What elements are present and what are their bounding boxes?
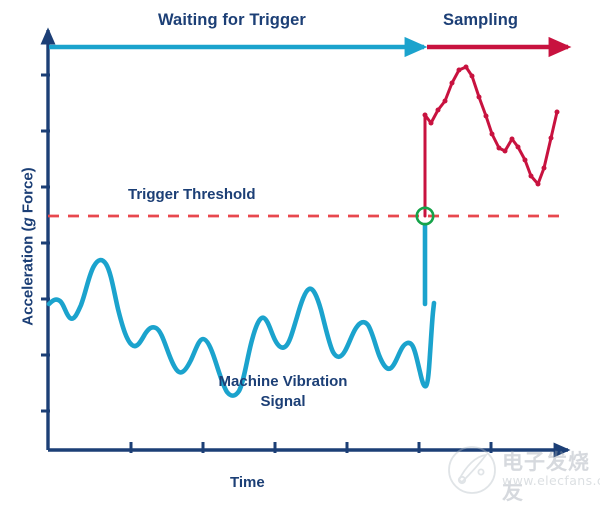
sampled-data-points bbox=[422, 64, 560, 187]
x-axis-ticks bbox=[129, 442, 493, 453]
x-axis-label: Time bbox=[230, 474, 265, 491]
axes-group bbox=[40, 27, 571, 458]
trigger-threshold-label: Trigger Threshold bbox=[128, 186, 256, 203]
y-axis-label-prefix: Acceleration ( bbox=[19, 226, 37, 326]
machine-vibration-signal-label: Machine Vibration Signal bbox=[198, 372, 368, 412]
signal-label-line2: Signal bbox=[260, 393, 306, 410]
sampled-signal-curve bbox=[423, 65, 559, 186]
y-axis-label: Acceleration (g Force) bbox=[20, 127, 37, 367]
sampling-label: Sampling bbox=[443, 11, 519, 29]
waiting-for-trigger-label: Waiting for Trigger bbox=[158, 11, 306, 29]
y-axis-label-suffix: Force) bbox=[19, 167, 37, 218]
signal-label-line1: Machine Vibration bbox=[218, 373, 348, 390]
trigger-point-marker-icon bbox=[415, 206, 435, 226]
y-axis-ticks bbox=[41, 73, 50, 413]
machine-vibration-signal-curve bbox=[46, 257, 437, 398]
y-axis-label-italic: g bbox=[19, 217, 37, 227]
